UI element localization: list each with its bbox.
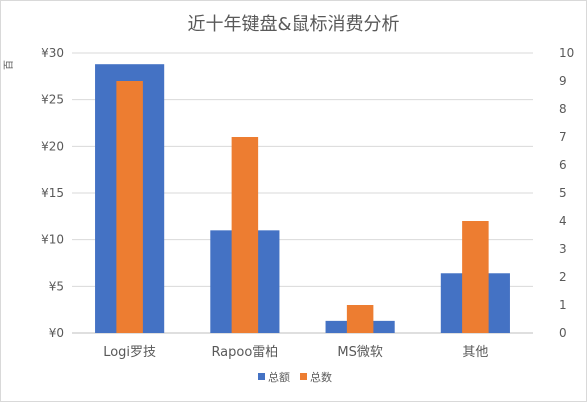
bar-total-count xyxy=(231,137,259,333)
y-left-tick-label: ¥0 xyxy=(49,326,64,340)
y-left-unit-label: 百 xyxy=(3,60,15,70)
y-left-tick-label: ¥15 xyxy=(41,186,64,200)
y-right-tick-label: 8 xyxy=(559,102,567,116)
y-right-tick-label: 5 xyxy=(559,186,567,200)
x-tick-label: 其他 xyxy=(462,345,488,360)
x-tick-label: Rapoo雷柏 xyxy=(211,345,278,360)
y-left-tick-label: ¥20 xyxy=(41,139,64,153)
y-right-tick-label: 3 xyxy=(559,242,567,256)
y-right-tick-label: 2 xyxy=(559,270,567,284)
bar-total-count xyxy=(462,221,489,333)
x-tick-label: MS微软 xyxy=(337,345,382,360)
bar-total-count xyxy=(346,305,374,333)
y-right-tick-label: 0 xyxy=(559,326,567,340)
y-left-tick-label: ¥25 xyxy=(41,93,64,107)
y-right-tick-label: 1 xyxy=(559,298,567,312)
y-right-tick-label: 7 xyxy=(559,130,567,144)
legend-label: 总额 xyxy=(268,370,290,384)
chart-title: 近十年键盘&鼠标消费分析 xyxy=(187,14,400,35)
y-left-tick-label: ¥10 xyxy=(41,233,64,247)
legend-swatch xyxy=(258,373,265,380)
legend-label: 总数 xyxy=(310,370,332,384)
y-right-tick-label: 10 xyxy=(559,46,574,60)
y-left-tick-label: ¥30 xyxy=(41,46,64,60)
y-right-tick-label: 6 xyxy=(559,158,567,172)
bar-total-count xyxy=(116,81,143,333)
legend-swatch xyxy=(300,373,307,380)
y-left-tick-label: ¥5 xyxy=(49,279,64,293)
y-right-tick-label: 9 xyxy=(559,74,567,88)
y-right-tick-label: 4 xyxy=(559,214,567,228)
x-tick-label: Logi罗技 xyxy=(103,345,156,360)
